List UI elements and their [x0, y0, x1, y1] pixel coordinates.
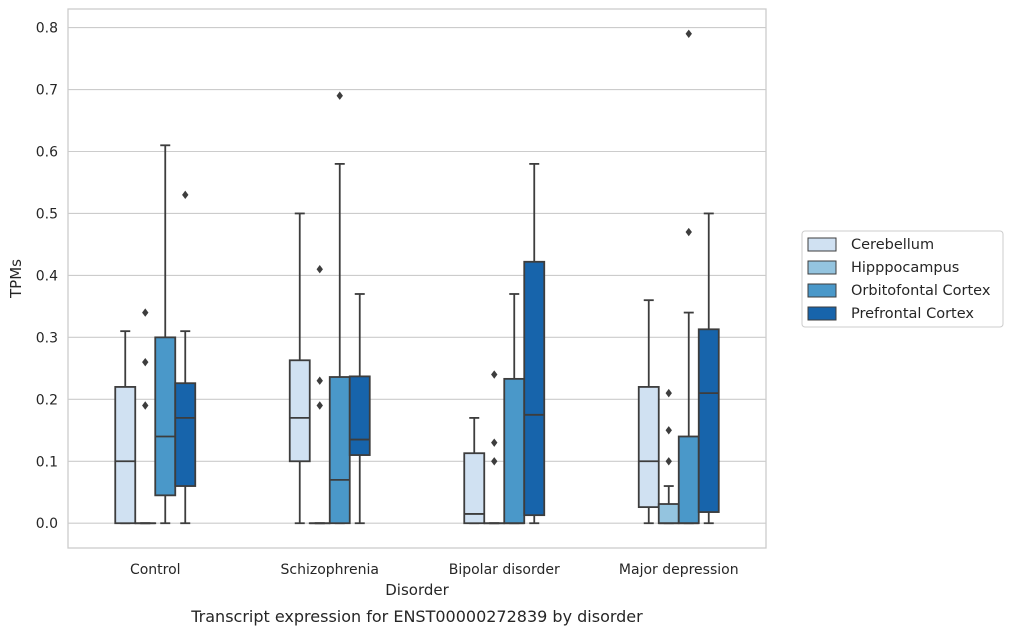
box-cerebellum [114, 330, 137, 525]
box-body [637, 386, 660, 509]
box-cerebellum [637, 299, 660, 525]
box-body [328, 376, 351, 525]
x-tick-label: Major depression [619, 562, 739, 578]
box-body [503, 377, 526, 525]
outlier-point [336, 91, 343, 100]
box-orbitofontal-cortex [677, 29, 700, 525]
box-body [523, 260, 546, 517]
box-prefrontal-cortex [697, 212, 720, 525]
y-tick-label: 0.3 [36, 330, 58, 346]
legend-label: Cerebellum [851, 237, 934, 253]
y-tick-label: 0.7 [36, 83, 58, 99]
x-tick-label: Control [130, 562, 181, 578]
outlier-point [316, 376, 323, 385]
box-body [657, 503, 680, 525]
box-orbitofontal-cortex [328, 91, 351, 525]
box-body [348, 375, 371, 456]
box-hipppocampus [134, 308, 157, 525]
legend-label: Prefrontal Cortex [851, 306, 974, 322]
y-tick-label: 0.5 [36, 206, 58, 222]
box-hipppocampus [483, 370, 506, 525]
outlier-point [142, 401, 149, 410]
box-body [114, 386, 137, 525]
box-body [697, 328, 720, 513]
legend-frame [801, 230, 1004, 328]
chart-caption: Transcript expression for ENST0000027283… [190, 607, 643, 626]
outlier-point [316, 265, 323, 274]
plot-frame [67, 8, 767, 549]
outlier-point [182, 190, 189, 200]
outlier-point [316, 401, 323, 410]
legend-swatch [807, 283, 837, 298]
outlier-point [665, 426, 672, 435]
outlier-point [685, 29, 692, 38]
y-tick-label: 0.8 [36, 21, 58, 37]
outlier-point [142, 357, 149, 367]
outlier-point [665, 457, 672, 466]
outlier-point [491, 457, 498, 466]
legend-swatch [807, 260, 837, 275]
box-prefrontal-cortex [174, 190, 197, 525]
outlier-point [142, 308, 149, 317]
y-tick-label: 0.0 [36, 516, 58, 532]
y-tick-label: 0.6 [36, 144, 58, 160]
box-body [463, 452, 486, 525]
legend-label: Hipppocampus [851, 260, 959, 276]
y-tick-label: 0.2 [36, 392, 58, 408]
box-orbitofontal-cortex [154, 144, 177, 525]
outlier-point [491, 370, 498, 379]
box-body [174, 382, 197, 487]
box-body [677, 435, 700, 525]
box-hipppocampus [657, 388, 680, 525]
box-body [288, 359, 311, 463]
box-prefrontal-cortex [523, 162, 546, 525]
legend-label: Orbitofontal Cortex [851, 283, 991, 299]
outlier-point [685, 227, 692, 237]
y-tick-label: 0.1 [36, 454, 58, 470]
y-axis-label: TPMs [7, 259, 25, 299]
legend-swatch [807, 237, 837, 252]
box-cerebellum [463, 416, 486, 525]
outlier-point [491, 438, 498, 447]
x-axis-label: Disorder [385, 581, 449, 599]
y-tick-label: 0.4 [36, 268, 58, 284]
box-prefrontal-cortex [348, 293, 371, 525]
outlier-point [665, 388, 672, 398]
box-orbitofontal-cortex [503, 293, 526, 525]
box-body [154, 336, 177, 497]
x-tick-label: Bipolar disorder [449, 562, 560, 578]
legend-swatch [807, 306, 837, 321]
box-hipppocampus [308, 265, 331, 525]
box-cerebellum [288, 212, 311, 525]
x-tick-label: Schizophrenia [281, 562, 379, 578]
legend: Cerebellum Hipppocampus Orbitofontal Corte… [801, 230, 1004, 328]
